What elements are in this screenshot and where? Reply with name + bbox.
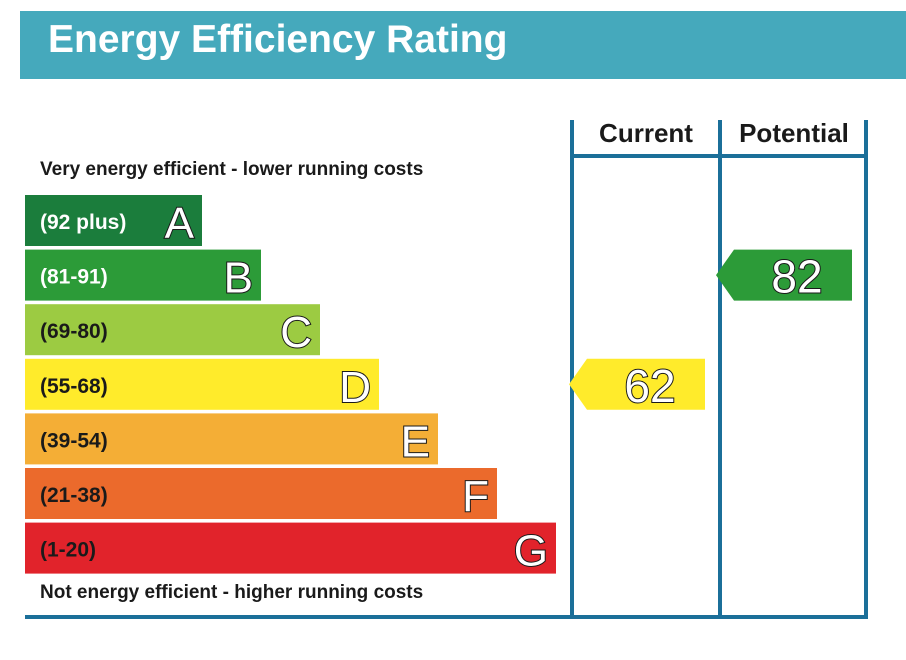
band-b-range: (81-91) — [40, 266, 108, 289]
band-f-range: (21-38) — [40, 484, 108, 507]
band-g-letter: G — [514, 527, 548, 576]
band-f-letter: F — [462, 472, 489, 521]
band-e-letter: E — [401, 417, 430, 466]
bottom-caption: Not energy efficient - higher running co… — [40, 582, 424, 603]
band-d-letter: D — [339, 363, 371, 412]
band-c-bar — [25, 304, 320, 356]
potential-rating-arrow — [716, 249, 852, 301]
band-g-range: (1-20) — [40, 539, 96, 562]
current-column-header: Current — [599, 118, 693, 148]
band-a-bar — [25, 195, 202, 246]
band-a-letter: A — [165, 199, 195, 248]
band-e-range: (39-54) — [40, 429, 108, 452]
chart-title: Energy Efficiency Rating — [48, 18, 508, 61]
potential-column-header: Potential — [739, 118, 849, 148]
band-c-letter: C — [280, 308, 312, 357]
band-d-bar — [25, 358, 379, 410]
potential-rating-value: 82 — [771, 251, 822, 303]
band-c-range: (69-80) — [40, 320, 108, 343]
band-b-letter: B — [224, 254, 253, 303]
band-f-bar — [25, 468, 497, 519]
band-a-range: (92 plus) — [40, 211, 126, 234]
title-bar — [20, 11, 906, 79]
top-caption: Very energy efficient - lower running co… — [40, 159, 424, 180]
current-rating-value: 62 — [624, 360, 675, 412]
band-b-bar — [25, 249, 261, 301]
band-g-bar — [25, 522, 556, 574]
current-rating-arrow — [569, 358, 705, 410]
band-d-range: (55-68) — [40, 375, 108, 398]
band-e-bar — [25, 413, 438, 465]
